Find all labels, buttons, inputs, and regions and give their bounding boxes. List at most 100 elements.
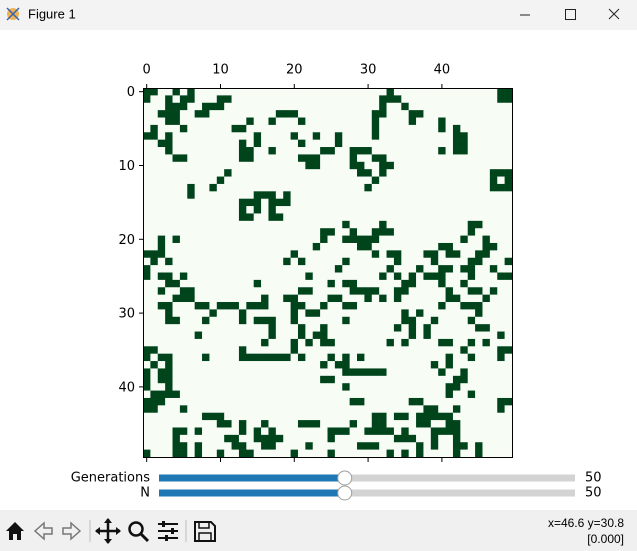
cell — [157, 183, 166, 192]
cell — [172, 154, 181, 163]
cell — [386, 213, 395, 222]
cell — [150, 242, 159, 251]
cell — [438, 147, 446, 155]
slider-handle[interactable] — [337, 485, 353, 501]
cell — [489, 257, 498, 266]
cell — [216, 434, 225, 443]
cell — [438, 169, 446, 177]
close-button[interactable] — [608, 8, 620, 20]
cell — [371, 265, 380, 273]
cell — [357, 368, 365, 377]
cell — [327, 154, 336, 163]
zoom-button[interactable] — [128, 521, 150, 543]
axes-frame — [143, 88, 513, 458]
cell — [475, 235, 483, 244]
cell — [416, 265, 424, 273]
cell — [475, 338, 483, 347]
cell — [401, 375, 409, 384]
cell — [194, 213, 203, 222]
cell — [445, 405, 454, 414]
cell — [275, 206, 284, 214]
cell — [393, 235, 402, 244]
cell — [497, 132, 505, 140]
cell — [275, 95, 284, 104]
cell — [150, 176, 159, 185]
cell — [305, 139, 314, 148]
cell — [438, 420, 446, 428]
cell — [364, 412, 373, 421]
cell — [327, 235, 336, 244]
cell — [342, 302, 350, 310]
cell — [172, 183, 181, 192]
cell — [416, 250, 424, 259]
cell — [194, 220, 203, 229]
cell — [283, 228, 291, 236]
maximize-button[interactable] — [565, 9, 576, 20]
cell — [202, 324, 210, 332]
cell — [246, 272, 254, 281]
cell — [216, 176, 225, 185]
cell — [246, 449, 254, 458]
cell — [327, 213, 336, 222]
cell — [423, 169, 432, 177]
slider-handle[interactable] — [337, 470, 353, 486]
cell — [497, 250, 505, 259]
cell — [165, 309, 173, 318]
cell — [202, 346, 210, 354]
home-button[interactable] — [6, 522, 24, 540]
cell — [334, 397, 343, 406]
cell — [357, 110, 365, 118]
cell — [187, 183, 195, 192]
save-button[interactable] — [194, 521, 216, 542]
cell — [231, 427, 240, 436]
cell — [452, 220, 461, 229]
cell — [224, 124, 232, 133]
cell — [482, 316, 491, 325]
cell — [334, 442, 343, 450]
cell — [261, 176, 269, 185]
cell — [224, 449, 232, 458]
cell — [423, 213, 432, 222]
cell — [349, 420, 358, 428]
forward-button[interactable] — [62, 521, 82, 541]
cell — [445, 434, 454, 443]
pan-button[interactable] — [95, 518, 121, 544]
cell — [150, 449, 159, 458]
cell — [430, 176, 439, 185]
cell — [283, 220, 291, 229]
cell — [246, 220, 254, 229]
cell — [482, 265, 491, 273]
cell — [327, 206, 336, 214]
cell — [157, 383, 166, 391]
cell — [143, 139, 151, 148]
configure-button[interactable] — [158, 521, 178, 541]
cell — [283, 427, 291, 436]
cell — [297, 390, 306, 399]
back-button[interactable] — [33, 521, 53, 541]
cell — [224, 442, 232, 450]
cell — [165, 294, 173, 303]
cell — [445, 154, 454, 163]
cell — [452, 191, 461, 199]
cell — [482, 302, 491, 310]
cell — [475, 420, 483, 428]
cell — [364, 154, 373, 163]
cell — [253, 338, 262, 347]
cell — [320, 383, 328, 391]
cell — [475, 183, 483, 192]
cell — [165, 95, 173, 104]
cell — [246, 434, 254, 443]
cell — [305, 102, 314, 111]
cell — [283, 397, 291, 406]
cell — [430, 390, 439, 399]
cell — [467, 154, 476, 163]
cell — [489, 324, 498, 332]
cell — [423, 117, 432, 126]
cell — [246, 228, 254, 236]
cell — [349, 110, 358, 118]
cell — [371, 368, 380, 377]
cell — [482, 397, 491, 406]
cell — [305, 449, 314, 458]
cell — [445, 331, 454, 340]
cell — [312, 124, 321, 133]
